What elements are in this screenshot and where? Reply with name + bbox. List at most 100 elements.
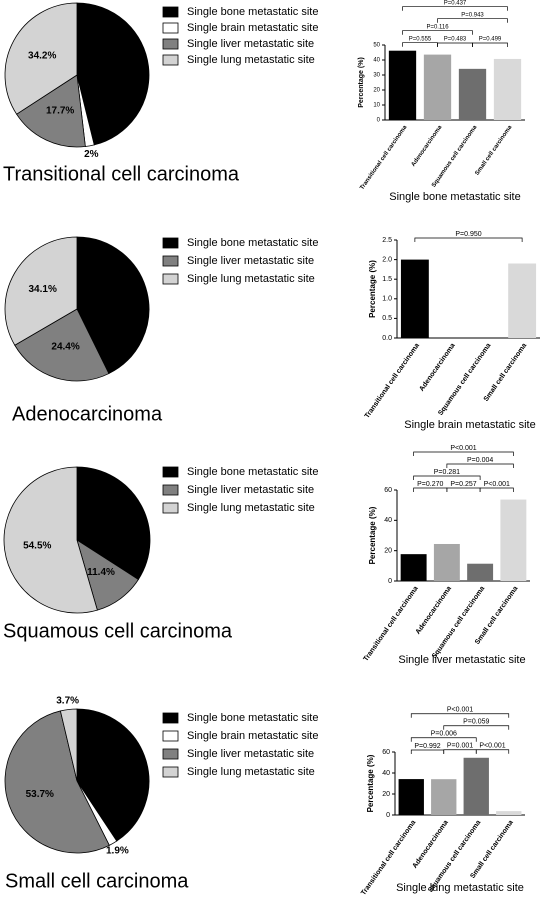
y-tick-label: 20 — [384, 548, 392, 555]
x-tick-label: Transitional cell carcinoma — [364, 342, 421, 420]
p-value: P<0.001 — [447, 707, 473, 714]
legend-swatch — [162, 712, 179, 724]
bar — [496, 811, 522, 815]
legend-label: Single liver metastatic site — [187, 255, 314, 267]
p-value: P=0.059 — [463, 719, 489, 726]
p-value: P=0.001 — [447, 743, 473, 750]
legend-swatch — [162, 766, 179, 778]
chart-title: Single liver metastatic site — [398, 654, 525, 666]
pie-slice — [76, 236, 150, 375]
comparison-bracket — [443, 749, 477, 754]
pie-chart: 34.1% 11.4% 54.5% Single bone metastatic si… — [3, 466, 318, 642]
p-value: P=0.943 — [461, 12, 484, 18]
p-value: P=0.437 — [444, 0, 467, 6]
slice-label: 3.7% — [56, 696, 79, 707]
y-tick-label: 1.0 — [382, 296, 392, 303]
comparison-bracket — [402, 42, 438, 47]
legend-swatch — [162, 22, 179, 34]
legend-label: Single lung metastatic site — [187, 273, 315, 285]
bar — [467, 563, 494, 581]
x-tick-label: Adenocarcinoma — [415, 585, 453, 636]
legend-swatch — [162, 730, 179, 742]
comparison-bracket — [410, 749, 445, 754]
p-value: P=0.006 — [431, 731, 457, 738]
bar — [431, 779, 457, 815]
y-tick-label: 50 — [373, 43, 380, 49]
pie-slice — [59, 708, 78, 782]
chart-title: Adenocarcinoma — [12, 403, 163, 425]
y-tick-label: 2.5 — [382, 237, 392, 244]
pie-slice — [14, 308, 110, 382]
slice-label: 2% — [84, 149, 99, 160]
comparison-bracket — [479, 487, 514, 492]
y-tick-label: 20 — [373, 88, 380, 94]
legend-label: Single lung metastatic site — [187, 502, 315, 514]
bar — [400, 554, 427, 581]
p-value: P=0.270 — [417, 481, 443, 488]
legend-label: Single lung metastatic site — [187, 54, 315, 66]
legend-label: Single brain metastatic site — [187, 730, 318, 742]
legend-swatch — [162, 484, 179, 496]
bar — [398, 779, 424, 815]
comparison-bracket — [437, 18, 508, 23]
p-value: P=0.004 — [467, 457, 493, 464]
y-tick-label: 60 — [382, 749, 390, 756]
slice-label: 34.1% — [98, 515, 126, 526]
legend-label: Single bone metastatic site — [187, 466, 318, 478]
chart-title: Single brain metastatic site — [404, 419, 535, 431]
y-axis-label: Percentage (%) — [368, 260, 377, 318]
pie-chart: 43.6% 24.4% 34.1% Single bone metastatic si… — [4, 236, 318, 425]
comparison-bracket — [446, 463, 514, 468]
y-tick-label: 40 — [384, 517, 392, 524]
legend-swatch — [162, 54, 179, 66]
slice-label: 46.2% — [102, 65, 130, 76]
y-tick-label: 0.0 — [382, 335, 392, 342]
comparison-bracket — [402, 6, 508, 11]
x-tick-label: Adenocarcinoma — [412, 819, 450, 870]
bar — [388, 50, 417, 121]
bar — [463, 757, 489, 815]
bar — [500, 499, 527, 581]
slice-label: 34.1% — [28, 284, 56, 295]
comparison-bracket — [413, 451, 514, 456]
comparison-bracket — [414, 237, 523, 242]
p-value: P<0.001 — [479, 743, 505, 750]
p-value: P=0.281 — [434, 469, 460, 476]
comparison-bracket — [410, 737, 477, 742]
bar-chart: 0 10 20 30 40 50 Percentage (%) Transitional ce… — [358, 0, 525, 203]
legend-swatch — [162, 255, 179, 267]
p-value: P=0.555 — [409, 36, 432, 42]
comparison-bracket — [410, 713, 510, 718]
slice-label: 24.4% — [51, 342, 79, 353]
chart-title: Single lung metastatic site — [396, 882, 524, 894]
y-tick-label: 40 — [373, 58, 380, 64]
slice-label: 34.2% — [28, 51, 56, 62]
y-tick-label: 0 — [388, 578, 392, 585]
bar — [458, 68, 487, 120]
comparison-bracket — [472, 42, 508, 47]
p-value: P<0.001 — [484, 481, 510, 488]
bar — [508, 263, 537, 338]
y-tick-label: 0.5 — [382, 315, 392, 322]
slice-label: 54.5% — [23, 540, 51, 551]
y-axis-label: Percentage (%) — [366, 754, 375, 812]
p-value: P=0.116 — [426, 24, 449, 30]
slice-label: 43.6% — [101, 295, 129, 306]
legend-label: Single bone metastatic site — [187, 237, 318, 249]
comparison-bracket — [446, 487, 481, 492]
legend-swatch — [162, 237, 179, 249]
bar — [493, 58, 522, 120]
y-tick-label: 40 — [382, 770, 390, 777]
p-value: P=0.257 — [450, 481, 476, 488]
y-tick-label: 30 — [373, 73, 380, 79]
y-tick-label: 60 — [384, 487, 392, 494]
p-value: P=0.992 — [414, 743, 440, 750]
chart-title: Small cell carcinoma — [5, 870, 189, 892]
slice-label: 17.7% — [46, 105, 74, 116]
comparison-bracket — [475, 749, 510, 754]
y-axis-label: Percentage (%) — [368, 506, 377, 564]
pie-chart: 40.7% 1.9% 53.7% 3.7% Single bone metastatic… — [4, 696, 318, 892]
